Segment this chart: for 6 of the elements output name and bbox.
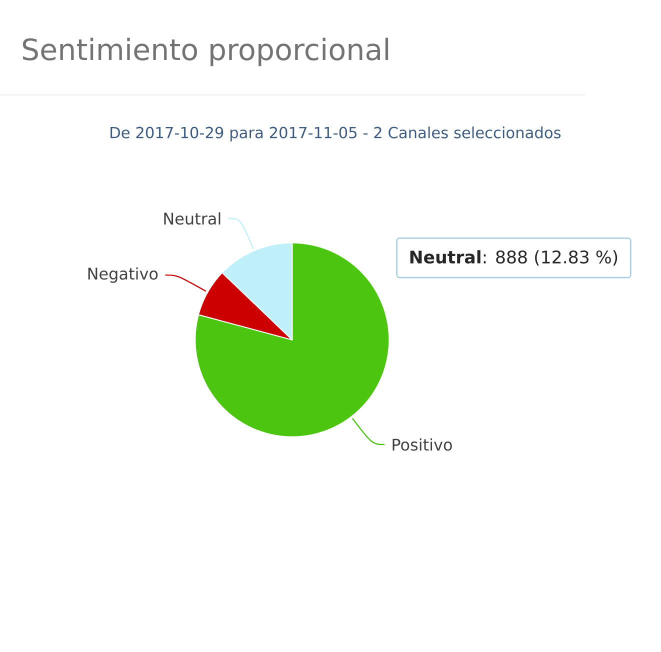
- slice-label: Negativo: [88, 267, 158, 283]
- slice-label: Neutral: [164, 212, 220, 225]
- chart-title: Sentimiento proporcional: [22, 38, 388, 66]
- slice-label: Positivo: [392, 438, 452, 451]
- text: Neutral: 888 (12.83 %): [410, 250, 618, 266]
- chart-subtitle: De 2017-10-29 para 2017-11-05 - 2 Canales seleccionados: [110, 126, 561, 142]
